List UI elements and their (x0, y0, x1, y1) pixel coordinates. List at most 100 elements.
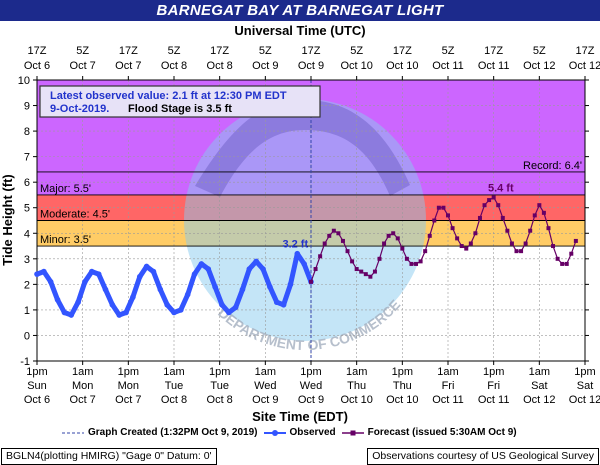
top-tick-label-date: Oct 7 (115, 60, 141, 72)
observed-point (54, 296, 61, 303)
x-tick-label-time: 1am (346, 366, 367, 378)
forecast-point (336, 231, 341, 236)
x-tick-label-time: 1am (437, 366, 458, 378)
x-tick-label-time: 1pm (26, 366, 47, 378)
x-tick-label-day: Tue (210, 380, 229, 392)
legend: Graph Created (1:32PM Oct 9, 2019) Obser… (62, 427, 582, 438)
forecast-point (386, 233, 391, 238)
x-tick-label-date: Oct 10 (340, 394, 372, 406)
record-label: Record: 6.4' (523, 160, 582, 172)
observed-point (109, 302, 116, 308)
x-tick-label-date: Oct 9 (252, 394, 278, 406)
x-tick-label-day: Thu (393, 380, 412, 392)
x-tick-label-time: 1pm (574, 366, 595, 378)
forecast-point (377, 256, 382, 261)
forecast-point (404, 256, 409, 261)
forecast-point (414, 261, 419, 266)
forecast-point (509, 241, 514, 246)
top-tick-label-time: 17Z (302, 45, 321, 57)
watermark-bird (195, 100, 410, 197)
chart-title: BARNEGAT BAY AT BARNEGAT LIGHT (156, 2, 444, 19)
forecast-point (427, 233, 432, 238)
legend-observed-label: Observed (289, 427, 336, 438)
top-tick-label-time: 5Z (533, 45, 546, 57)
peak-annotation: 3.2 ft (282, 239, 308, 251)
x-tick-label-time: 1pm (392, 366, 413, 378)
y-tick-label: 7 (24, 152, 30, 164)
x-tick-label-date: Oct 6 (24, 394, 50, 406)
top-tick-label-time: 17Z (119, 45, 138, 57)
forecast-point (537, 203, 542, 208)
x-tick-label-day: Sat (531, 380, 548, 392)
observed-point (273, 299, 280, 306)
top-tick-label-date: Oct 8 (161, 60, 187, 72)
y-tick-label: 4 (24, 228, 30, 240)
forecast-point (327, 233, 332, 238)
forecast-point (519, 249, 524, 254)
top-tick-label-date: Oct 8 (207, 60, 233, 72)
y-tick-label: 2 (24, 279, 30, 291)
forecast-point (477, 215, 482, 220)
observed-point (232, 304, 239, 311)
x-tick-label-day: Sun (27, 380, 47, 392)
top-tick-label-time: 5Z (259, 45, 272, 57)
top-tick-label-date: Oct 7 (70, 60, 96, 72)
forecast-point (372, 269, 377, 274)
forecast-series (309, 195, 578, 284)
observed-point (294, 250, 301, 257)
forecast-point (482, 203, 487, 208)
y-tick-label: 9 (24, 101, 30, 113)
observed-point (143, 263, 150, 270)
top-tick-label-time: 5Z (442, 45, 455, 57)
observed-point (226, 309, 232, 316)
forecast-point (555, 256, 560, 261)
flood-labels: Minor: 3.5' Moderate: 4.5' Major: 5.5' Reco… (37, 80, 585, 361)
info-line1: Latest observed value: 2.1 ft at 12:30 P… (50, 90, 287, 102)
top-tick-label-time: 5Z (76, 45, 89, 57)
y-tick-label: -1 (20, 356, 30, 368)
forecast-point (514, 249, 519, 254)
forecast-point (354, 267, 359, 272)
x-tick-label-day: Fri (487, 380, 500, 392)
forecast-point (496, 203, 501, 208)
forecast-point (564, 261, 569, 266)
x-tick-label-day: Tue (165, 380, 184, 392)
forecast-point (395, 236, 400, 241)
observed-point (157, 286, 164, 293)
observed-point (239, 286, 246, 293)
forecast-point (569, 251, 574, 256)
forecast-point (528, 228, 533, 233)
x-tick-label-day: Fri (442, 380, 455, 392)
x-tick-label-time: 1am (529, 366, 550, 378)
top-tick-label-date: Oct 11 (478, 60, 510, 72)
top-tick-label-date: Oct 12 (569, 60, 600, 72)
top-axis-title: Universal Time (UTC) (234, 23, 365, 38)
forecast-point (363, 272, 368, 277)
flood-label-minor: Minor: 3.5' (40, 234, 91, 246)
observed-point (136, 273, 143, 280)
forecast-point (446, 213, 450, 218)
peak-annotation: 5.4 ft (488, 183, 514, 195)
forecast-point (560, 261, 565, 266)
y-tick-label: 6 (24, 177, 30, 189)
observed-point (116, 312, 122, 318)
observed-point (205, 266, 212, 272)
observed-point (102, 286, 109, 293)
top-tick-label-date: Oct 6 (24, 60, 50, 72)
forecast-point (468, 241, 473, 246)
top-tick-label-time: 17Z (484, 45, 503, 57)
flood-label-moderate: Moderate: 4.5' (40, 209, 110, 221)
forecast-point (436, 205, 441, 210)
forecast-point (359, 269, 364, 274)
forecast-point (409, 261, 414, 266)
x-tick-label-time: 1am (72, 366, 93, 378)
top-tick-label-time: 17Z (393, 45, 412, 57)
observed-point (164, 302, 170, 308)
info-box: Latest observed value: 2.1 ft at 12:30 P… (39, 85, 321, 118)
footer-credit: Observations courtesy of US Geological S… (367, 448, 599, 465)
x-tick-label-date: Oct 11 (432, 394, 464, 406)
observed-point (253, 258, 259, 265)
forecast-point (473, 231, 478, 236)
y-axis-title: Tide Height (ft) (0, 174, 15, 265)
forecast-point (455, 236, 460, 241)
